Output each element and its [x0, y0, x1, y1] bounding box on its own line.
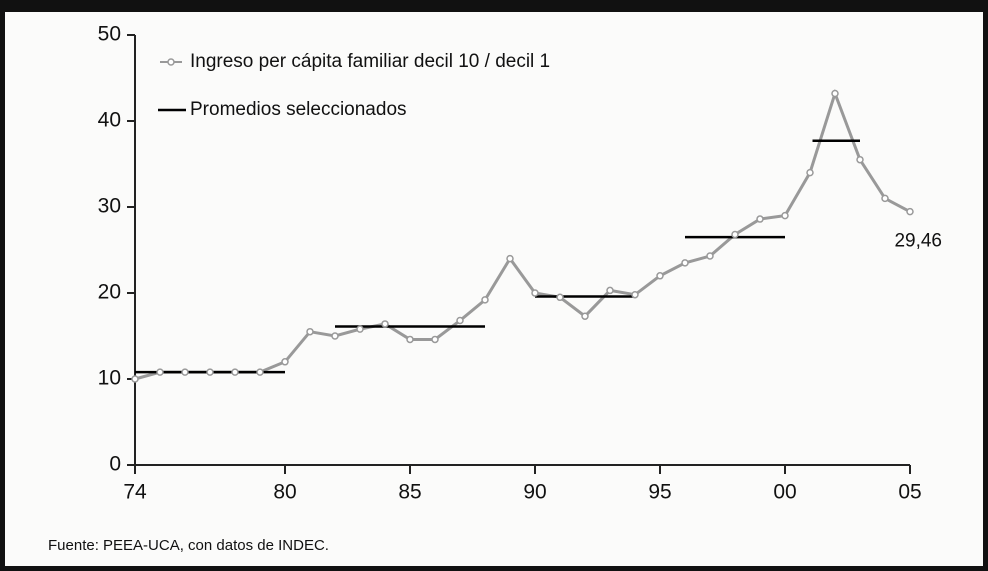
data-point	[831, 89, 839, 98]
data-point	[631, 290, 639, 299]
data-point	[431, 335, 439, 344]
x-tick-label: 95	[648, 481, 671, 504]
data-point	[456, 316, 464, 325]
data-point	[281, 358, 289, 366]
data-point	[656, 272, 664, 280]
y-tick-label: 20	[98, 281, 121, 304]
panel	[5, 12, 983, 566]
data-line	[134, 88, 911, 381]
legend-label: Promedios seleccionados	[190, 99, 407, 120]
data-point	[406, 335, 414, 344]
data-point	[181, 368, 189, 376]
data-point	[331, 332, 339, 340]
data-point	[906, 207, 914, 216]
data-point	[481, 296, 489, 304]
data-label: 29,46	[894, 231, 942, 252]
legend-swatch	[167, 58, 175, 66]
data-point	[806, 168, 814, 177]
data-point	[256, 368, 264, 376]
x-tick-label: 05	[898, 481, 921, 504]
data-point	[156, 368, 164, 376]
data-point	[731, 230, 739, 239]
y-tick-label: 40	[98, 109, 121, 132]
data-point	[856, 155, 864, 164]
y-tick-label: 0	[109, 453, 121, 476]
data-point	[356, 325, 364, 333]
data-point	[681, 259, 689, 267]
y-tick-label: 50	[98, 23, 121, 46]
source-note: Fuente: PEEA-UCA, con datos de INDEC.	[48, 537, 329, 554]
data-point	[881, 194, 889, 203]
data-point	[706, 252, 714, 260]
data-point	[531, 289, 539, 297]
data-point	[231, 368, 239, 376]
data-point	[206, 368, 214, 376]
x-tick-label: 74	[123, 481, 147, 504]
data-point	[556, 293, 564, 302]
legend-label: Ingreso per cápita familiar decil 10 / d…	[190, 51, 550, 72]
x-tick-label: 85	[398, 481, 421, 504]
x-tick-label: 00	[773, 481, 796, 504]
data-point	[131, 375, 139, 383]
data-point	[781, 211, 789, 220]
data-point	[381, 320, 389, 328]
y-tick-label: 10	[98, 367, 121, 390]
data-point	[581, 312, 589, 320]
x-tick-label: 80	[273, 481, 296, 504]
data-point	[306, 327, 314, 336]
y-tick-label: 30	[98, 195, 121, 218]
x-tick-label: 90	[523, 481, 546, 504]
data-point	[506, 254, 514, 263]
data-point	[756, 215, 764, 223]
data-point	[606, 286, 614, 295]
